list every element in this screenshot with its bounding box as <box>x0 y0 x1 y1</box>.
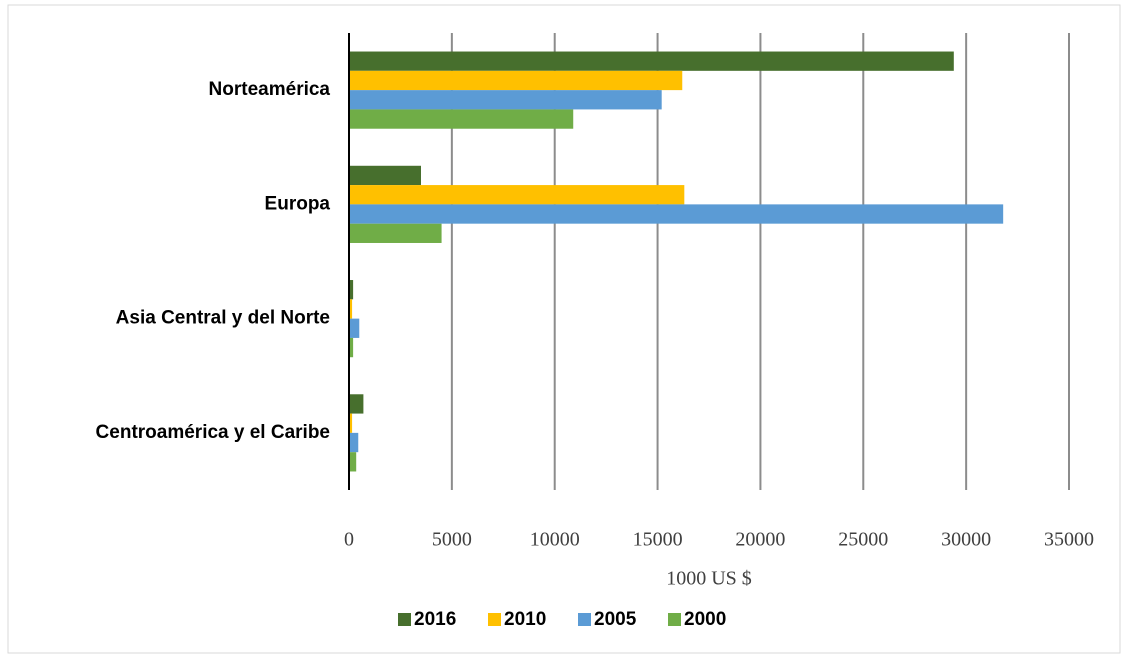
legend-label: 2000 <box>684 609 726 630</box>
x-tick-label: 30000 <box>941 529 991 551</box>
bar <box>349 452 357 472</box>
legend-label: 2010 <box>504 609 546 630</box>
x-tick-label: 35000 <box>1044 529 1094 551</box>
bar <box>349 51 954 71</box>
bar <box>349 70 683 91</box>
legend-swatch <box>488 613 501 626</box>
bar <box>349 109 574 129</box>
bar <box>349 318 360 338</box>
legend-label: 2005 <box>594 609 637 630</box>
x-tick-label: 10000 <box>530 529 580 551</box>
bar <box>349 432 359 453</box>
legend-swatch <box>398 613 411 626</box>
legend-swatch <box>668 613 681 626</box>
bar <box>349 204 1004 224</box>
bar <box>349 90 662 110</box>
bar <box>349 394 364 414</box>
category-label: Norteamérica <box>209 79 331 100</box>
category-label: Centroamérica y el Caribe <box>96 422 330 443</box>
category-label: Asia Central y del Norte <box>116 308 330 329</box>
bar <box>349 299 353 319</box>
legend-swatch <box>578 613 591 626</box>
x-tick-label: 25000 <box>838 529 888 551</box>
legend-label: 2016 <box>414 609 456 630</box>
bar <box>349 185 685 205</box>
x-axis-title: 1000 US $ <box>666 568 752 590</box>
x-tick-label: 15000 <box>633 529 683 551</box>
x-tick-label: 5000 <box>432 529 472 551</box>
bar <box>349 337 354 358</box>
category-label: Europa <box>265 193 331 214</box>
bar <box>349 223 442 243</box>
bar <box>349 280 354 300</box>
x-tick-label: 0 <box>344 529 354 551</box>
x-tick-label: 20000 <box>735 529 785 551</box>
bar <box>349 165 421 186</box>
bar <box>349 413 353 433</box>
